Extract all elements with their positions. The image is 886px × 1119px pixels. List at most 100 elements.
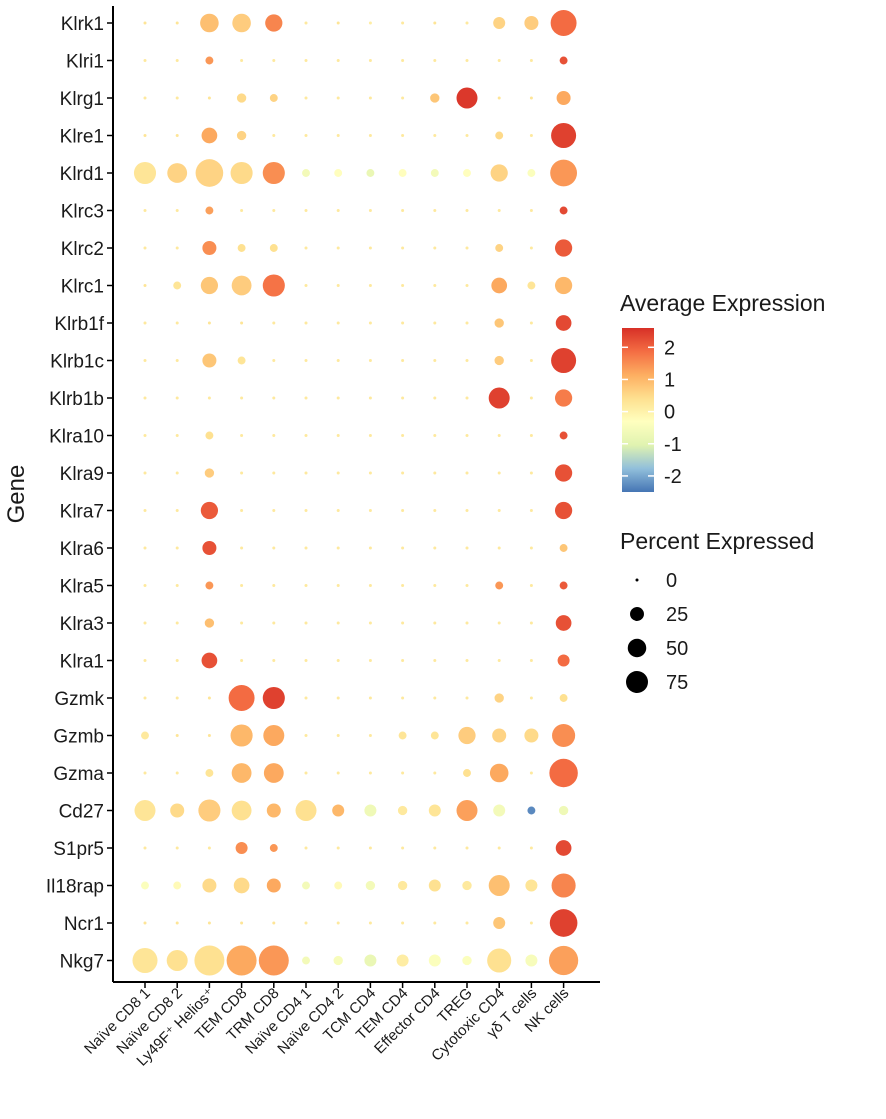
dot-klrb1c-tem-cd4: [401, 359, 405, 362]
dot-klra9-nk-cells: [554, 464, 573, 482]
dot-gzmb-tem-cd4: [398, 731, 407, 740]
dot-klra6-tcm-cd4: [368, 546, 372, 550]
dot-nkg7-cytotoxic-cd4: [487, 948, 512, 973]
dot-klrb1f-tem-cd4: [401, 321, 405, 325]
dot-klrk1-trm-cd8: [265, 14, 283, 32]
dot-s1pr5-tem-cd8: [235, 842, 248, 854]
dot-klra3-nai-ve-cd8-2: [175, 621, 179, 625]
dot-klrc1-nai-ve-cd8-2: [173, 281, 182, 290]
dot-klrg1-cytotoxic-cd4: [497, 96, 501, 100]
dot-klrb1c-trm-cd8: [272, 359, 276, 362]
dot-klri1-nai-ve-cd8-2: [175, 59, 179, 62]
dot-klra1-effector-cd4: [433, 659, 437, 662]
dot-klra7-nai-ve-cd4-2: [336, 509, 340, 512]
dot-klrk1-t-cells: [524, 15, 539, 31]
dot-klrb1b-nai-ve-cd4-2: [336, 396, 340, 400]
dot-klrc3-ly49f-helios: [205, 206, 214, 215]
dot-klrd1-nai-ve-cd4-1: [302, 169, 310, 177]
dot-klrc2-tem-cd8: [237, 244, 246, 252]
y-tick-label: Klrc1: [61, 277, 104, 298]
y-tick-label: Klra6: [60, 539, 104, 560]
y-tick-label: Klrb1c: [50, 352, 104, 373]
dot-il18rap-nai-ve-cd8-1: [141, 881, 149, 890]
dot-gzmb-cytotoxic-cd4: [492, 728, 507, 743]
dot-klrk1-nai-ve-cd4-2: [336, 21, 340, 25]
dot-nkg7-t-cells: [525, 954, 538, 967]
dot-klrk1-treg: [465, 21, 469, 25]
dot-klre1-effector-cd4: [433, 134, 437, 137]
dot-ncr1-treg: [465, 921, 469, 925]
size-legend-dot: [635, 578, 639, 582]
dot-klrk1-tem-cd8: [232, 13, 251, 33]
y-tick-label: Il18rap: [46, 877, 104, 898]
dot-klra1-nai-ve-cd8-2: [175, 659, 179, 662]
dot-klra3-tem-cd4: [401, 621, 405, 625]
dot-klrb1b-trm-cd8: [272, 396, 276, 400]
dot-klra9-trm-cd8: [272, 471, 276, 475]
dot-klra9-ly49f-helios: [204, 468, 215, 478]
dot-klrk1-nai-ve-cd4-1: [304, 21, 308, 25]
dot-klra3-t-cells: [529, 621, 533, 625]
y-tick-label: Klre1: [60, 127, 104, 148]
dot-klra10-nai-ve-cd8-2: [175, 434, 179, 437]
dot-klre1-nai-ve-cd4-2: [336, 134, 340, 137]
dot-il18rap-tem-cd8: [233, 877, 250, 894]
y-tick-label: Klra10: [49, 427, 104, 448]
dot-klrk1-effector-cd4: [433, 21, 437, 25]
dot-klra1-nk-cells: [557, 654, 570, 667]
dot-klrc2-nai-ve-cd4-1: [304, 246, 308, 250]
dot-gzmk-nk-cells: [559, 694, 568, 702]
dot-klra9-tem-cd4: [401, 471, 405, 475]
dot-klrb1b-tem-cd4: [401, 396, 405, 400]
dot-klrc2-effector-cd4: [433, 246, 437, 250]
dot-s1pr5-nai-ve-cd4-2: [336, 846, 340, 850]
dot-klra1-trm-cd8: [272, 659, 276, 662]
dot-klra7-treg: [465, 509, 469, 512]
dot-klra10-cytotoxic-cd4: [497, 434, 501, 437]
dot-klrd1-nk-cells: [550, 159, 578, 187]
dot-il18rap-nk-cells: [551, 873, 576, 898]
dot-nkg7-nai-ve-cd4-1: [302, 956, 310, 965]
dot-il18rap-nai-ve-cd4-2: [334, 881, 343, 890]
dot-klra9-effector-cd4: [433, 471, 437, 475]
dot-cd27-treg: [456, 800, 478, 821]
dot-gzmb-t-cells: [524, 728, 539, 743]
dot-ncr1-effector-cd4: [433, 921, 437, 925]
dot-klrc2-ly49f-helios: [202, 240, 217, 256]
dot-nkg7-ly49f-helios: [194, 945, 225, 976]
dot-klrc3-nai-ve-cd8-1: [143, 209, 147, 212]
dot-gzmb-nk-cells: [552, 723, 576, 748]
dot-klrc3-tem-cd4: [401, 209, 405, 212]
dot-klrb1f-trm-cd8: [272, 321, 276, 325]
dot-klra9-tem-cd8: [240, 471, 244, 475]
dot-klra3-nai-ve-cd4-1: [304, 621, 308, 625]
size-legend: Percent Expressed 0 25 50 75: [620, 528, 814, 694]
dot-klra5-nai-ve-cd8-2: [175, 584, 179, 587]
dot-klrc1-tem-cd8: [231, 275, 252, 296]
dot-klrg1-t-cells: [529, 96, 533, 100]
dot-klra3-nk-cells: [555, 615, 572, 631]
dot-klrc2-t-cells: [529, 246, 533, 250]
dot-klrd1-tcm-cd4: [366, 169, 375, 177]
dot-klra5-effector-cd4: [433, 584, 437, 587]
dot-gzma-cytotoxic-cd4: [489, 763, 509, 783]
dot-gzmb-nai-ve-cd4-2: [336, 734, 340, 737]
size-legend-dot: [626, 671, 648, 693]
dot-s1pr5-nai-ve-cd4-1: [304, 846, 308, 850]
dot-nkg7-nk-cells: [548, 945, 579, 976]
dot-klre1-tcm-cd4: [368, 134, 372, 137]
dot-klra5-nai-ve-cd4-1: [304, 584, 308, 587]
dot-klre1-nai-ve-cd8-1: [143, 134, 147, 137]
dot-klra10-tem-cd4: [401, 434, 405, 437]
y-tick-label: Klra1: [60, 652, 104, 673]
y-tick-label: Gzmk: [54, 689, 104, 710]
dot-klrk1-tcm-cd4: [368, 21, 372, 25]
dot-cd27-ly49f-helios: [198, 799, 221, 822]
dot-gzmb-nai-ve-cd4-1: [304, 734, 308, 737]
dot-klra3-ly49f-helios: [204, 618, 215, 628]
dot-s1pr5-treg: [465, 846, 469, 850]
dot-gzma-tcm-cd4: [368, 771, 372, 775]
dot-klra6-treg: [465, 546, 469, 550]
size-legend-label: 25: [666, 604, 688, 626]
dot-klrg1-tem-cd4: [401, 96, 405, 100]
